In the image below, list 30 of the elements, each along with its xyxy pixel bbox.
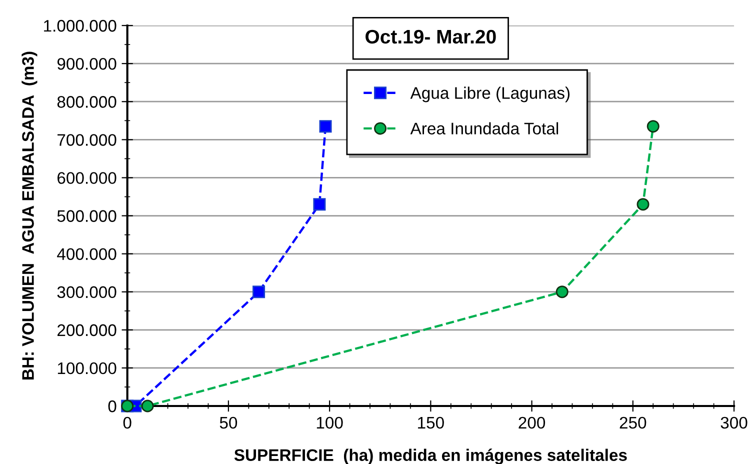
- point: [646, 120, 660, 133]
- x-tick-label: 300: [720, 416, 748, 429]
- point: [636, 198, 650, 211]
- y-tick-label: 700.000: [58, 134, 116, 146]
- point: [252, 286, 266, 298]
- point: [319, 120, 332, 133]
- x-tick-label: 0: [123, 416, 132, 429]
- y-tick-label: 200.000: [58, 324, 116, 336]
- y-tick-label: 900.000: [57, 58, 116, 70]
- y-tick-label: 600.000: [58, 172, 116, 184]
- chart-title: Oct.19- Mar.20: [366, 30, 496, 44]
- y-tick-label: 800.000: [57, 96, 116, 108]
- legend-label: Agua Libre (Lagunas): [410, 86, 570, 102]
- x-tick-label: 150: [418, 416, 444, 429]
- y-tick-label: 400.000: [57, 248, 116, 260]
- legend-label: Area Inundada Total: [410, 122, 558, 134]
- point: [556, 286, 568, 298]
- y-tick-label: 1.000.000: [44, 20, 116, 32]
- y-tick-label: 0: [108, 400, 116, 412]
- x-tick-label: 200: [518, 416, 546, 429]
- y-axis-title: BH: VOLUMEN AGUA EMBALSADA (m3): [22, 52, 38, 380]
- x-tick-label: 250: [620, 416, 646, 429]
- y-tick-label: 300.000: [57, 286, 116, 298]
- x-tick-label: 100: [316, 416, 343, 429]
- point: [313, 198, 326, 211]
- x-axis-title: SUPERFICIE (ha) medida en imágenes satelitales: [234, 448, 627, 464]
- point: [141, 400, 154, 412]
- y-tick-label: 500.000: [57, 210, 116, 222]
- y-tick-label: 100.000: [58, 362, 116, 374]
- x-tick-label: 50: [220, 416, 238, 429]
